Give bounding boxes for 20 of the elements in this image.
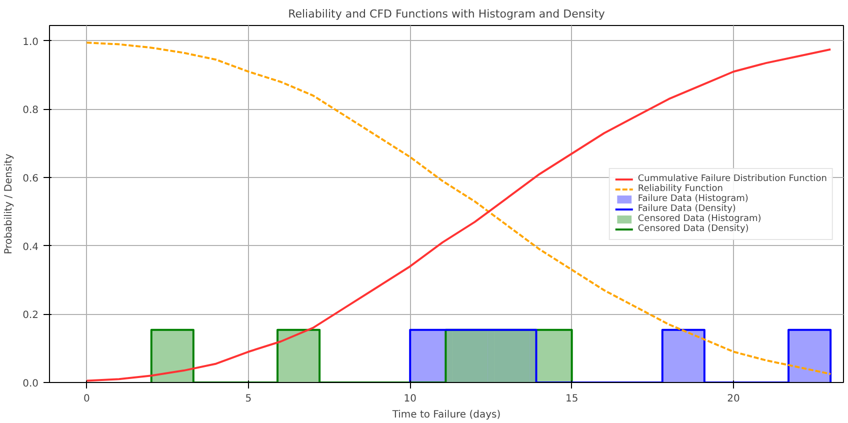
y-tick-label: 0.0 [22, 378, 39, 390]
x-axis-title: Time to Failure (days) [391, 410, 501, 420]
x-tick-label: 15 [565, 394, 578, 404]
legend-label: Failure Data (Histogram) [638, 194, 748, 204]
y-tick-label: 0.6 [22, 174, 39, 185]
legend-label: Failure Data (Density) [638, 204, 736, 214]
legend-label: Censored Data (Density) [638, 224, 749, 234]
chart-title: Reliability and CFD Functions with Histogram and Density [288, 8, 606, 20]
y-tick-label: 1.0 [22, 36, 39, 48]
legend-label: Censored Data (Histogram) [638, 214, 762, 224]
y-tick-label: 0.8 [22, 105, 39, 116]
x-tick-label: 0 [84, 394, 90, 404]
y-axis-title: Probability / Density [4, 154, 15, 254]
legend-label: Reliability Function [638, 184, 723, 194]
legend-label: Cummulative Failure Distribution Function [638, 174, 827, 184]
x-tick-label: 20 [727, 394, 740, 404]
x-tick-label: 5 [245, 394, 252, 404]
y-tick-label: 0.4 [22, 242, 39, 253]
y-tick-label: 0.2 [22, 310, 39, 322]
x-tick-label: 10 [404, 394, 416, 404]
